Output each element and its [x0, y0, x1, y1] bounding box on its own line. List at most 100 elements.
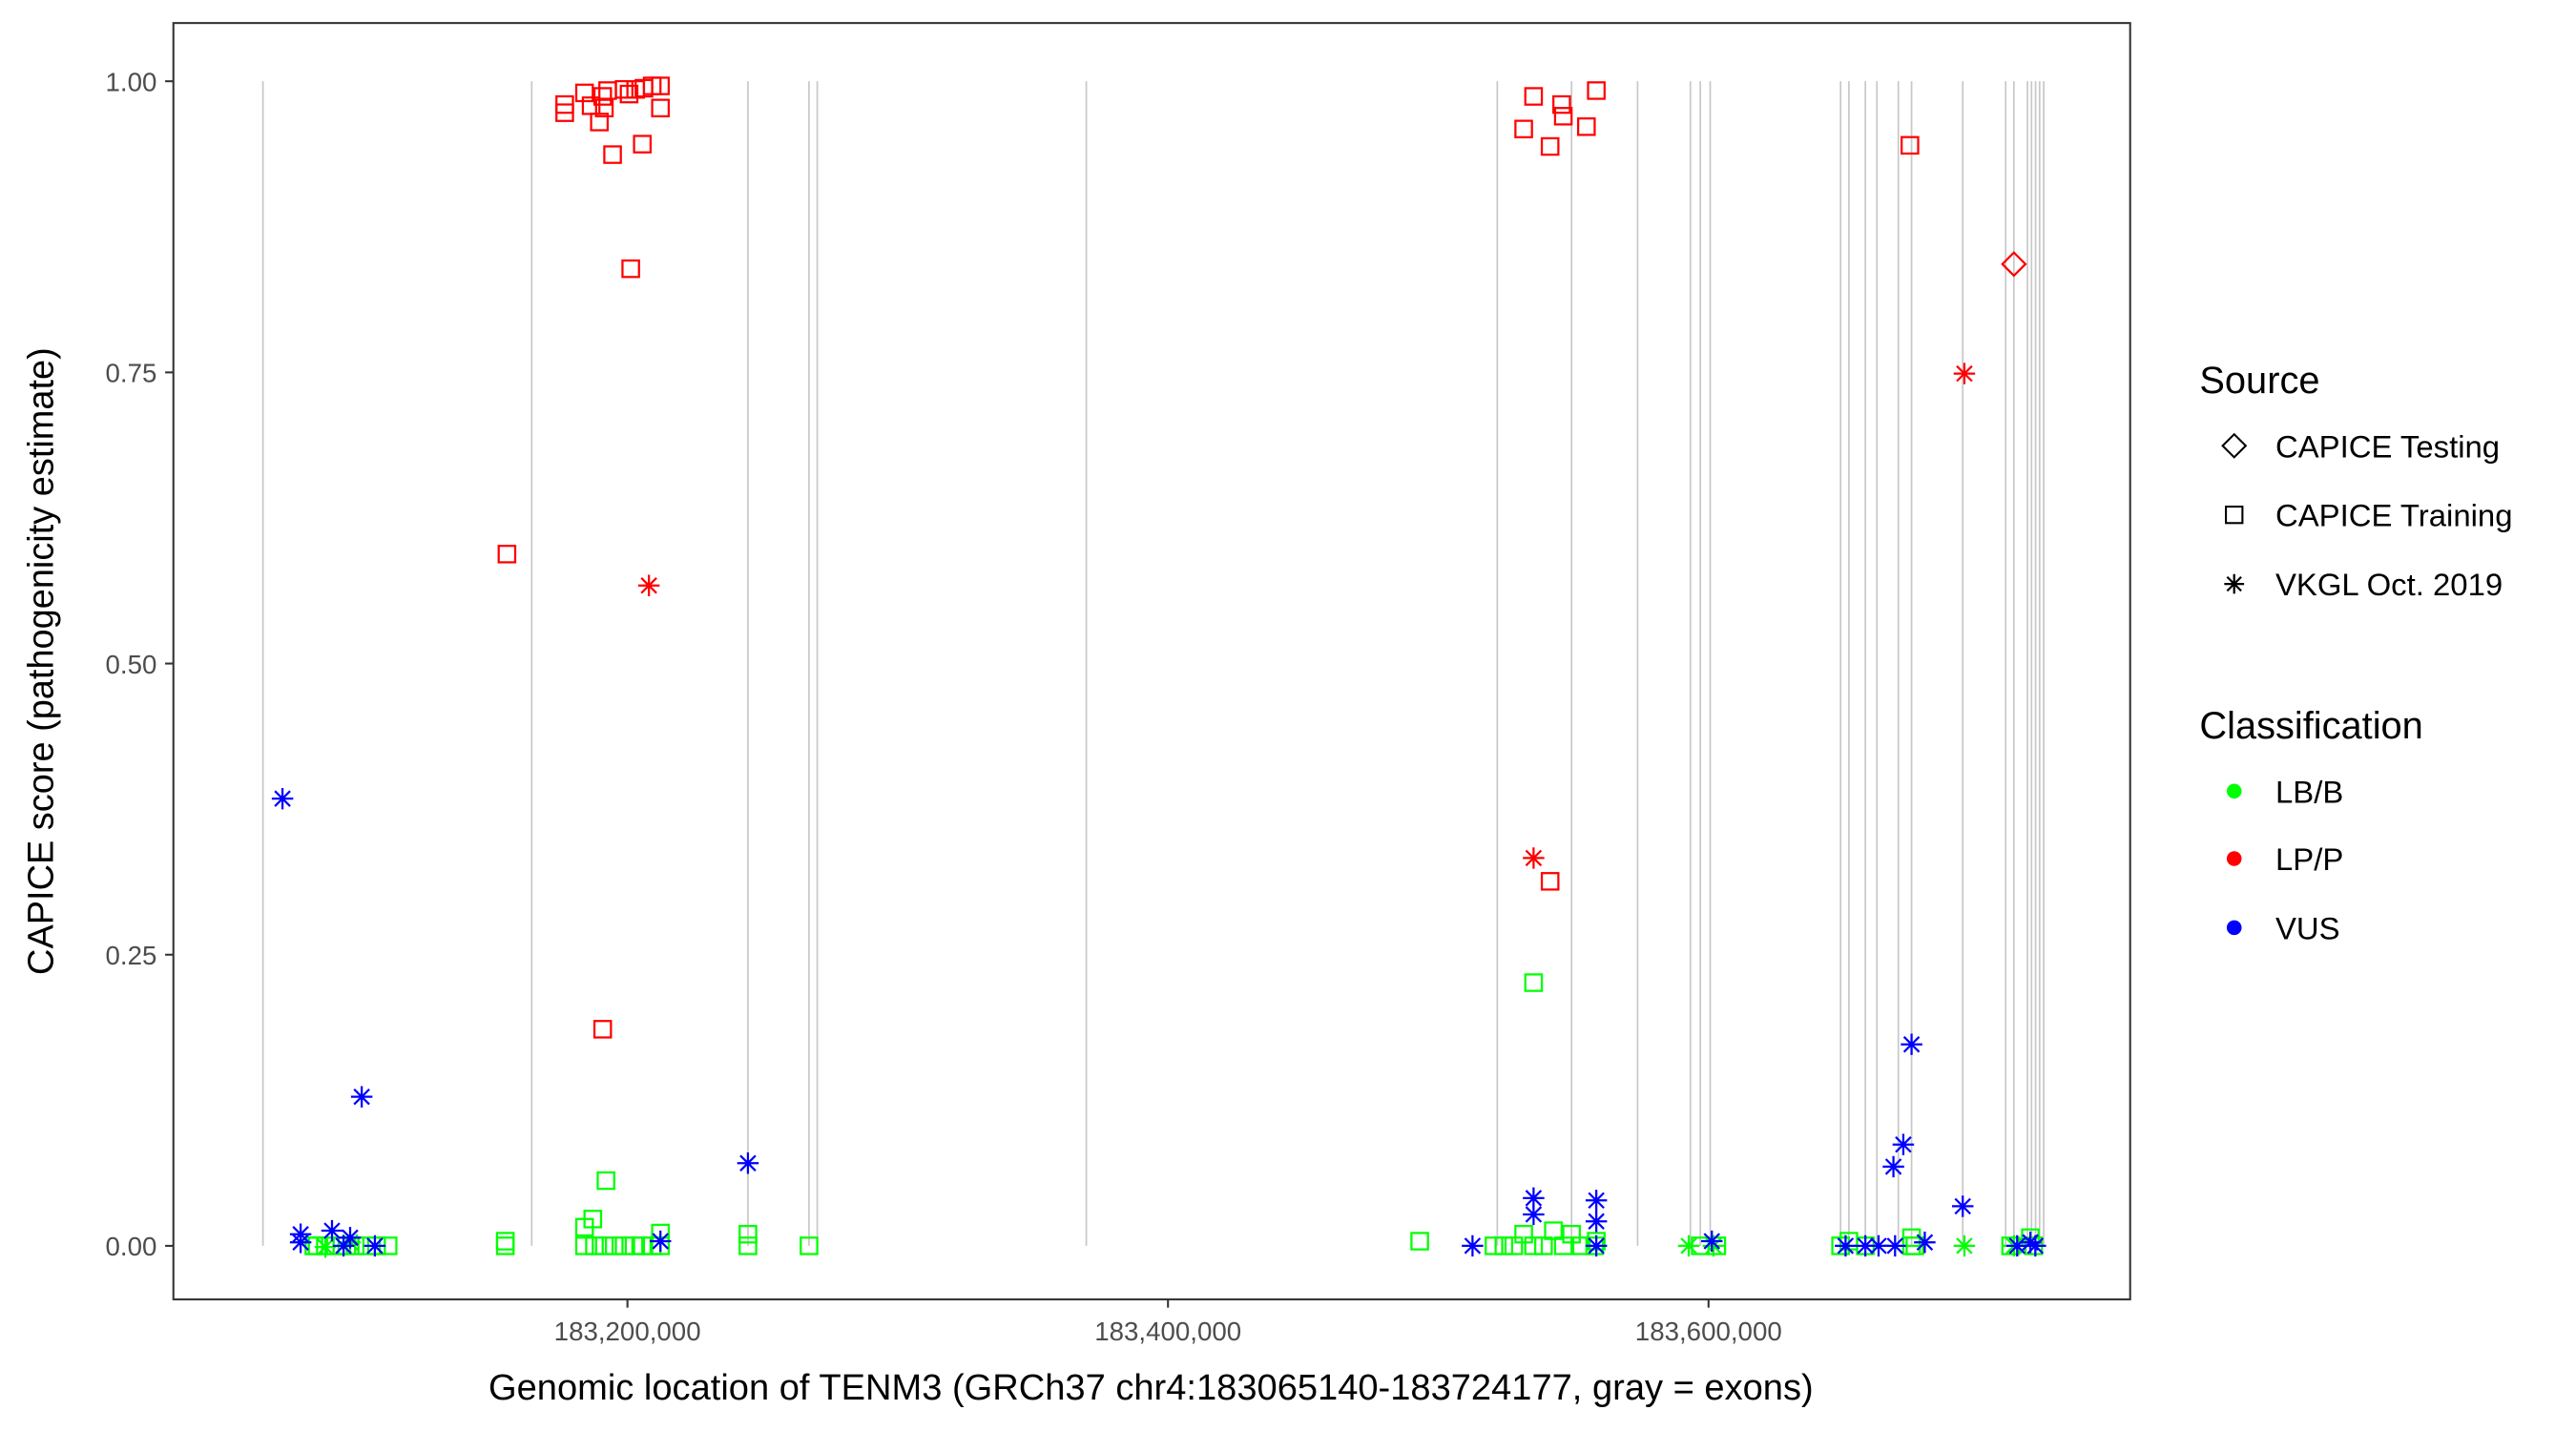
square-point	[1905, 1236, 1924, 1255]
square-point	[621, 259, 640, 279]
square-point	[598, 81, 617, 100]
square-point	[592, 1020, 613, 1039]
square-point	[1534, 1236, 1553, 1255]
y-tick-label: 0.75	[106, 359, 157, 388]
x-axis-title: Genomic location of TENM3 (GRCh37 chr4:1…	[488, 1368, 1814, 1408]
square-point	[1562, 1224, 1581, 1244]
square-point	[633, 1236, 653, 1255]
square-point	[651, 76, 671, 95]
asterisk-point	[1585, 1234, 1608, 1257]
dot-icon	[2226, 851, 2242, 866]
legend-item-vkgl: VKGL Oct. 2019	[2275, 567, 2503, 602]
square-point	[497, 545, 517, 564]
legend-item-vus: VUS	[2275, 911, 2340, 946]
square-point	[574, 1217, 594, 1237]
square-point	[1524, 87, 1544, 106]
square-point	[1540, 136, 1560, 156]
dot-icon	[2226, 783, 2242, 799]
asterisk-point	[1892, 1133, 1915, 1155]
square-point	[614, 79, 634, 99]
square-point	[585, 1236, 604, 1255]
dot-icon	[2226, 920, 2242, 936]
asterisk-point	[1884, 1234, 1906, 1257]
square-point	[495, 1236, 515, 1255]
y-tick-label: 0.50	[106, 650, 157, 679]
legend: Source CAPICE Testing CAPICE Training VK…	[2199, 360, 2512, 945]
square-point	[1577, 117, 1596, 136]
asterisk-point	[1951, 1195, 1974, 1217]
square-point	[651, 98, 671, 117]
square-point	[800, 1236, 819, 1255]
legend-item-capice-testing: CAPICE Testing	[2275, 428, 2500, 464]
asterisk-point	[1953, 1234, 1976, 1257]
asterisk-point	[1585, 1190, 1608, 1212]
square-point	[1524, 1236, 1544, 1255]
square-point	[592, 87, 613, 106]
square-point	[574, 83, 594, 103]
asterisk-point	[1882, 1155, 1904, 1178]
x-tick-label: 183,400,000	[1094, 1317, 1241, 1346]
asterisk-icon	[2224, 573, 2245, 594]
square-point	[1514, 1224, 1533, 1244]
asterisk-point	[1677, 1234, 1700, 1257]
asterisk-point	[2025, 1234, 2046, 1257]
y-axis: 0.00 0.25 0.50 0.75 1.00	[106, 68, 174, 1261]
asterisk-point	[1462, 1234, 1484, 1257]
y-tick-label: 1.00	[106, 68, 157, 97]
square-point	[738, 1236, 758, 1255]
square-point	[596, 1171, 615, 1191]
square-point	[605, 1236, 624, 1255]
asterisk-point	[2224, 573, 2245, 594]
asterisk-point	[364, 1234, 386, 1257]
asterisk-point	[332, 1234, 355, 1257]
plot-panel-border	[172, 22, 2131, 1301]
square-point	[603, 145, 622, 164]
square-point	[495, 1232, 515, 1251]
square-point	[574, 1236, 594, 1255]
asterisk-point	[314, 1235, 337, 1258]
square-point	[594, 1236, 614, 1255]
asterisk-point	[339, 1227, 362, 1249]
asterisk-point	[1953, 363, 1976, 384]
square-point	[738, 1224, 758, 1244]
square-point	[1544, 1221, 1563, 1240]
asterisk-point	[271, 787, 294, 810]
asterisk-point	[321, 1219, 343, 1242]
asterisk-point	[1523, 1187, 1545, 1210]
square-point	[619, 84, 639, 104]
asterisk-point	[1914, 1232, 1936, 1254]
asterisk-point	[1523, 1203, 1545, 1226]
square-icon	[2225, 505, 2244, 525]
x-tick-label: 183,600,000	[1635, 1317, 1782, 1346]
square-point	[1552, 94, 1571, 114]
y-tick-label: 0.00	[106, 1232, 157, 1261]
asterisk-point	[1523, 847, 1545, 869]
asterisk-point	[637, 574, 660, 596]
square-point	[1901, 135, 1920, 156]
asterisk-point	[289, 1232, 312, 1254]
square-point	[1485, 1236, 1504, 1255]
asterisk-point	[1835, 1234, 1857, 1257]
legend-item-lpp: LP/P	[2275, 841, 2343, 877]
square-point	[1410, 1232, 1429, 1251]
square-point	[1504, 1236, 1524, 1255]
square-point	[1514, 119, 1533, 138]
asterisk-point	[1901, 1033, 1922, 1055]
square-point	[1494, 1236, 1514, 1255]
square-point	[1540, 872, 1560, 891]
legend-item-capice-training: CAPICE Training	[2275, 498, 2513, 533]
diamond-point	[2001, 251, 2027, 278]
asterisk-point	[1867, 1234, 1890, 1257]
x-tick-label: 183,200,000	[554, 1317, 701, 1346]
asterisk-point	[649, 1230, 672, 1253]
legend-title-classification: Classification	[2199, 705, 2422, 747]
y-axis-title: CAPICE score (pathogenicity estimate)	[21, 347, 61, 975]
asterisk-point	[2006, 1234, 2028, 1257]
asterisk-point	[1701, 1230, 1723, 1253]
legend-title-source: Source	[2199, 360, 2319, 402]
asterisk-point	[350, 1086, 373, 1108]
square-point	[1524, 973, 1544, 992]
square-point	[1587, 81, 1606, 100]
x-axis: 183,200,000 183,400,000 183,600,000	[554, 1299, 1782, 1346]
